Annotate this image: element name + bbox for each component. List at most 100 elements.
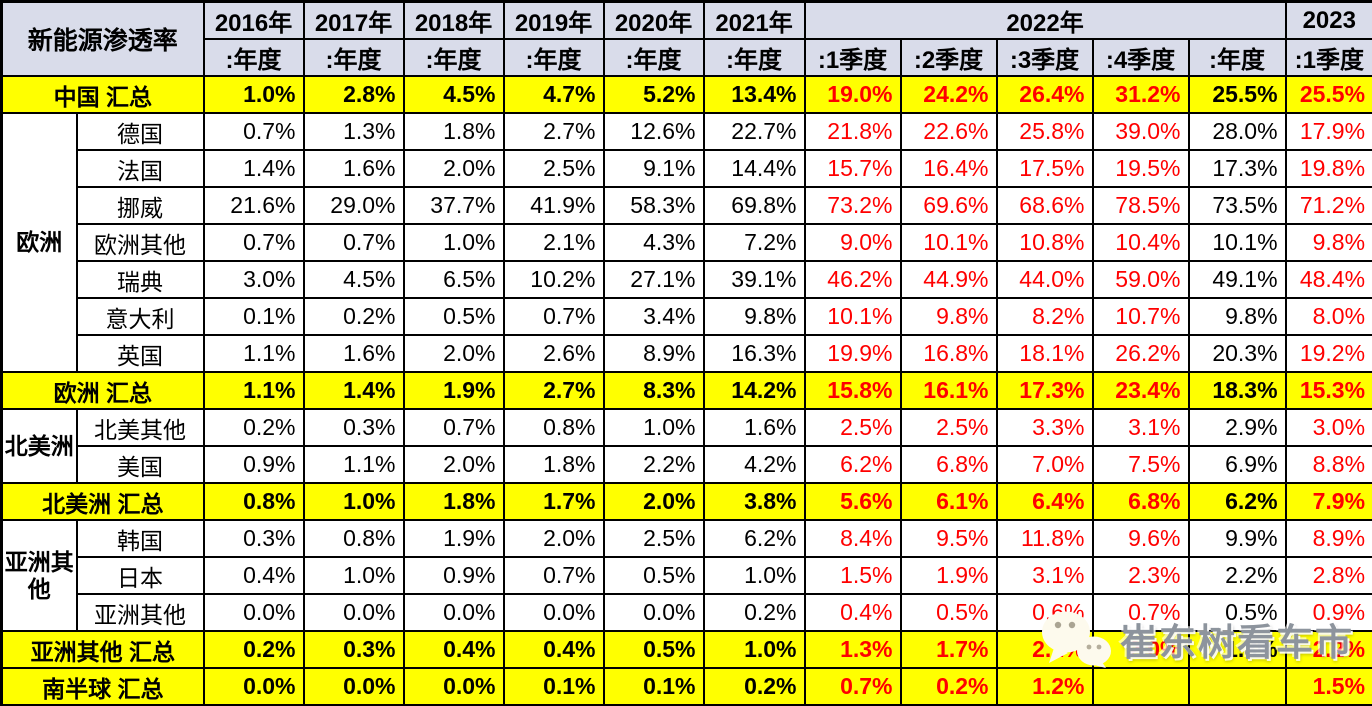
value-cell: 0.0% bbox=[202, 667, 305, 706]
value-cell: 0.3% bbox=[202, 519, 305, 558]
value-cell: 15.8% bbox=[803, 371, 902, 410]
country-row: 美国 0.9% 1.1% 2.0% 1.8% 2.2% 4.2% 6.2% 6.8% 7.0% 7.… bbox=[2, 445, 1372, 484]
value-cell: 4.7% bbox=[502, 75, 605, 114]
value-cell: 10.8% bbox=[995, 223, 1094, 262]
value-cell: 21.6% bbox=[202, 186, 305, 225]
value-cell: 6.2% bbox=[702, 519, 806, 558]
value-cell: 6.8% bbox=[1091, 482, 1190, 521]
value-cell: 69.6% bbox=[899, 186, 998, 225]
value-cell: 0.2% bbox=[702, 667, 806, 706]
value-cell: 31.2% bbox=[1091, 75, 1190, 114]
value-cell: 3.3% bbox=[995, 408, 1094, 447]
value-cell: 25.5% bbox=[1284, 75, 1372, 114]
country-row: 英国 1.1% 1.6% 2.0% 2.6% 8.9% 16.3% 19.9% 16.8% 18.… bbox=[2, 334, 1372, 373]
value-cell: 73.2% bbox=[803, 186, 902, 225]
value-cell: 0.7% bbox=[202, 112, 305, 151]
value-cell: 10.1% bbox=[1187, 223, 1287, 262]
value-cell: 3.1% bbox=[995, 556, 1094, 595]
value-cell: 39.0% bbox=[1091, 112, 1190, 151]
country-row: 日本 0.4% 1.0% 0.9% 0.7% 0.5% 1.0% 1.5% 1.9% 3.1% 2.… bbox=[2, 556, 1372, 595]
value-cell: 9.8% bbox=[702, 297, 806, 336]
value-cell: 0.0% bbox=[502, 593, 605, 632]
value-cell: 11.8% bbox=[995, 519, 1094, 558]
year-group-header-cell: 2016年 bbox=[202, 0, 305, 40]
value-cell: 4.2% bbox=[702, 445, 806, 484]
value-cell: 17.5% bbox=[995, 149, 1094, 188]
value-cell: 1.1% bbox=[302, 445, 405, 484]
value-cell: 17.9% bbox=[1284, 112, 1372, 151]
value-cell: 19.5% bbox=[1091, 149, 1190, 188]
value-cell: 16.4% bbox=[899, 149, 998, 188]
value-cell: 16.3% bbox=[702, 334, 806, 373]
value-cell: 0.0% bbox=[302, 593, 405, 632]
value-cell: 2.0% bbox=[502, 519, 605, 558]
value-cell: 2.5% bbox=[899, 408, 998, 447]
value-cell: 73.5% bbox=[1187, 186, 1287, 225]
year-group-header-cell: 2023 bbox=[1284, 0, 1372, 40]
country-row: 欧洲其他 0.7% 0.7% 1.0% 2.1% 4.3% 7.2% 9.0% 10.1% 10.… bbox=[2, 223, 1372, 262]
value-cell: 26.2% bbox=[1091, 334, 1190, 373]
value-cell: 3.1% bbox=[1091, 408, 1190, 447]
value-cell: 2.1% bbox=[502, 223, 605, 262]
year-group-header-cell: 2018年 bbox=[402, 0, 505, 40]
value-cell: 0.9% bbox=[1284, 593, 1372, 632]
value-cell: 0.3% bbox=[302, 408, 405, 447]
value-cell: 6.2% bbox=[1187, 482, 1287, 521]
value-cell: 5.2% bbox=[602, 75, 705, 114]
period-header-row: :年度:年度:年度:年度:年度:年度:1季度:2季度:3季度:4季度:年度:1季… bbox=[2, 38, 1372, 77]
value-cell: 18.3% bbox=[1187, 371, 1287, 410]
value-cell: 0.5% bbox=[402, 297, 505, 336]
summary-label-cell: 中国 汇总 bbox=[0, 75, 205, 114]
value-cell: 2.2% bbox=[995, 630, 1094, 669]
summary-label-cell: 亚洲其他 汇总 bbox=[0, 630, 205, 669]
value-cell: 6.8% bbox=[899, 445, 998, 484]
period-header-cell: :年度 bbox=[402, 38, 505, 77]
value-cell: 17.3% bbox=[1187, 149, 1287, 188]
value-cell: 16.1% bbox=[899, 371, 998, 410]
value-cell: 1.4% bbox=[302, 371, 405, 410]
value-cell: 1.0% bbox=[702, 556, 806, 595]
value-cell: 1.8% bbox=[402, 482, 505, 521]
value-cell: 1.8% bbox=[402, 112, 505, 151]
value-cell: 44.0% bbox=[995, 260, 1094, 299]
value-cell: 8.9% bbox=[602, 334, 705, 373]
value-cell: 9.0% bbox=[803, 223, 902, 262]
value-cell: 6.2% bbox=[803, 445, 902, 484]
value-cell: 1.5% bbox=[803, 556, 902, 595]
value-cell: 9.1% bbox=[602, 149, 705, 188]
value-cell: 5.6% bbox=[803, 482, 902, 521]
value-cell: 0.0% bbox=[402, 667, 505, 706]
value-cell: 23.4% bbox=[1091, 371, 1190, 410]
value-cell: 2.7% bbox=[502, 112, 605, 151]
value-cell: 3.4% bbox=[602, 297, 705, 336]
value-cell: 10.4% bbox=[1091, 223, 1190, 262]
value-cell: 1.7% bbox=[899, 630, 998, 669]
table-body: 中国 汇总 1.0% 2.8% 4.5% 4.7% 5.2% 13.4% 19.0% 24.2%… bbox=[0, 75, 1372, 706]
country-name-cell: 亚洲其他 bbox=[75, 593, 205, 632]
value-cell: 10.1% bbox=[899, 223, 998, 262]
value-cell: 2.6% bbox=[502, 334, 605, 373]
country-row: 亚洲其他 韩国 0.3% 0.8% 1.9% 2.0% 2.5% 6.2% 8.4% 9.5% 11… bbox=[0, 519, 1372, 632]
value-cell: 6.5% bbox=[402, 260, 505, 299]
table-title-cell: 新能源渗透率 bbox=[0, 0, 205, 77]
period-header-cell: :年度 bbox=[302, 38, 405, 77]
value-cell: 24.2% bbox=[899, 75, 998, 114]
value-cell: 0.2% bbox=[702, 593, 806, 632]
value-cell: 0.7% bbox=[502, 297, 605, 336]
value-cell: 0.4% bbox=[803, 593, 902, 632]
value-cell: 1.0% bbox=[202, 75, 305, 114]
summary-label-cell: 北美洲 汇总 bbox=[0, 482, 205, 521]
country-name-cell: 日本 bbox=[75, 556, 205, 595]
country-row: 瑞典 3.0% 4.5% 6.5% 10.2% 27.1% 39.1% 46.2% 44.9% 4… bbox=[2, 260, 1372, 299]
value-cell: 0.7% bbox=[202, 223, 305, 262]
value-cell: 0.5% bbox=[602, 630, 705, 669]
value-cell: 2.5% bbox=[602, 519, 705, 558]
country-name-cell: 挪威 bbox=[75, 186, 205, 225]
country-name-cell: 欧洲其他 bbox=[75, 223, 205, 262]
period-header-cell: :4季度 bbox=[1091, 38, 1190, 77]
value-cell: 1.6% bbox=[702, 408, 806, 447]
value-cell: 6.4% bbox=[995, 482, 1094, 521]
value-cell: 0.3% bbox=[302, 630, 405, 669]
value-cell: 78.5% bbox=[1091, 186, 1190, 225]
